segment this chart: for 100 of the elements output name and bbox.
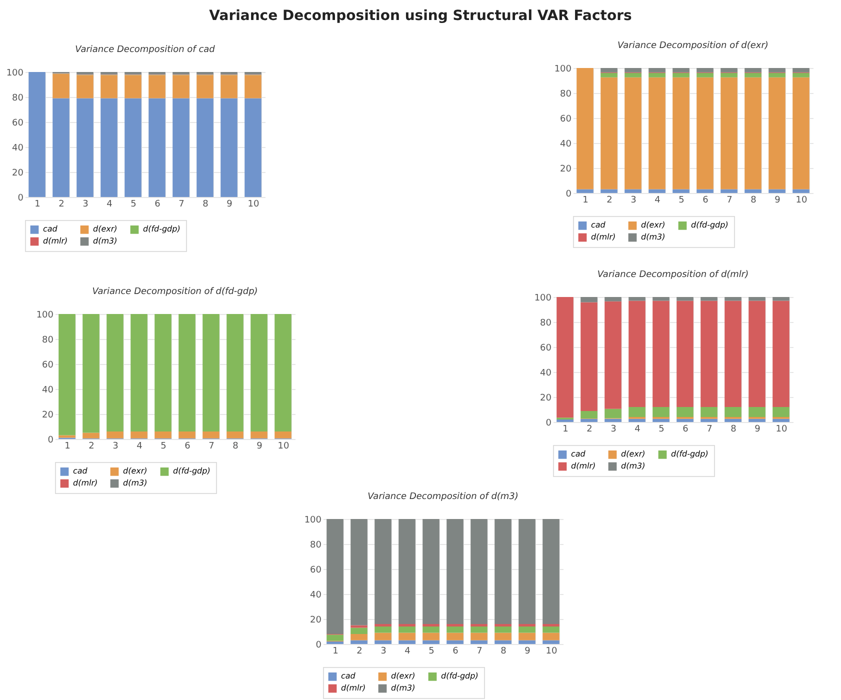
legend-label: d(fd-gdp) [173, 466, 210, 476]
x-tick-label: 9 [256, 442, 263, 452]
y-tick-label: 80 [560, 90, 572, 100]
y-tick-label: 100 [36, 310, 54, 320]
y-tick-label: 0 [48, 436, 54, 446]
y-tick-label: 20 [12, 168, 24, 178]
x-tick-label: 5 [678, 196, 684, 206]
x-tick-label: 5 [160, 442, 166, 452]
x-tick-label: 2 [88, 442, 94, 452]
x-tick-label: 10 [248, 200, 260, 210]
y-tick-label: 80 [310, 540, 322, 550]
chart-title: Variance Decomposition of d(m3) [368, 492, 518, 502]
y-tick-label: 20 [560, 164, 572, 174]
legend-label: d(m3) [621, 462, 646, 470]
y-tick-label: 0 [18, 194, 24, 204]
x-tick-label: 2 [58, 200, 64, 210]
x-tick-label: 3 [380, 646, 386, 656]
y-tick-label: 20 [540, 394, 552, 404]
x-tick-label: 9 [774, 196, 781, 206]
legend-label: d(fd-gdp) [671, 450, 708, 459]
x-tick-label: 1 [562, 424, 568, 434]
x-tick-label: 5 [130, 200, 136, 210]
y-tick-label: 40 [310, 590, 322, 600]
y-tick-label: 60 [540, 344, 552, 354]
x-tick-label: 10 [776, 424, 788, 434]
x-tick-label: 1 [332, 646, 338, 656]
x-tick-label: 8 [730, 424, 737, 434]
legend-label: d(exr) [123, 466, 148, 476]
x-tick-label: 2 [606, 196, 612, 206]
x-tick-label: 2 [356, 646, 362, 656]
legend-label: d(mlr) [341, 684, 366, 692]
y-tick-label: 40 [42, 386, 54, 396]
legend-label: d(fd-gdp) [691, 220, 728, 230]
x-tick-label: 1 [582, 196, 588, 206]
x-tick-label: 4 [634, 424, 641, 434]
x-tick-label: 1 [64, 442, 70, 452]
x-tick-label: 7 [706, 424, 712, 434]
legend-label: d(exr) [391, 672, 416, 681]
x-tick-label: 10 [796, 196, 808, 206]
x-tick-label: 7 [178, 200, 184, 210]
x-tick-label: 4 [136, 442, 143, 452]
y-tick-label: 0 [546, 418, 552, 428]
legend-label: cad [591, 220, 606, 230]
y-tick-label: 40 [560, 140, 572, 150]
y-tick-label: 80 [42, 336, 54, 346]
y-tick-label: 80 [12, 94, 24, 104]
text: Variance Decomposition using Structural VAR Factors [208, 8, 633, 24]
legend-label: d(exr) [93, 224, 118, 234]
legend-label: d(exr) [621, 450, 646, 459]
y-tick-label: 100 [6, 68, 24, 78]
y-tick-label: 60 [12, 118, 24, 128]
chart-title: Variance Decomposition of d(fd-gdp) [92, 287, 258, 297]
y-tick-label: 40 [540, 368, 552, 378]
x-tick-label: 3 [610, 424, 616, 434]
x-tick-label: 3 [82, 200, 88, 210]
legend-label: d(mlr) [73, 478, 98, 488]
y-tick-label: 100 [534, 294, 552, 304]
x-tick-label: 1 [34, 200, 40, 210]
x-tick-label: 6 [184, 442, 191, 452]
y-tick-label: 80 [540, 318, 552, 328]
legend-label: d(fd-gdp) [441, 672, 478, 681]
y-tick-label: 60 [560, 114, 572, 124]
legend-label: d(fd-gdp) [143, 224, 180, 234]
legend-label: d(mlr) [591, 232, 616, 242]
x-tick-label: 6 [702, 196, 709, 206]
x-tick-label: 8 [202, 200, 209, 210]
legend-label: cad [43, 224, 58, 234]
x-tick-label: 7 [476, 646, 482, 656]
x-tick-label: 3 [112, 442, 118, 452]
x-tick-label: 8 [232, 442, 239, 452]
y-tick-label: 20 [42, 410, 54, 420]
y-tick-label: 20 [310, 616, 322, 626]
x-tick-label: 3 [630, 196, 636, 206]
x-tick-label: 6 [154, 200, 161, 210]
x-tick-label: 8 [500, 646, 507, 656]
y-tick-label: 60 [310, 566, 322, 576]
chart-title: Variance Decomposition of d(exr) [618, 41, 768, 51]
legend-label: d(m3) [391, 684, 416, 692]
legend-label: d(exr) [641, 220, 666, 230]
x-tick-label: 7 [208, 442, 214, 452]
y-tick-label: 100 [554, 64, 572, 74]
legend-label: cad [341, 672, 356, 681]
x-tick-label: 4 [106, 200, 113, 210]
x-tick-label: 8 [750, 196, 757, 206]
y-tick-label: 60 [42, 360, 54, 370]
x-tick-label: 9 [524, 646, 531, 656]
y-tick-label: 0 [566, 190, 572, 200]
x-tick-label: 5 [658, 424, 664, 434]
legend-label: d(mlr) [571, 462, 596, 470]
legend-label: d(m3) [123, 478, 148, 488]
chart-title: Variance Decomposition of d(mlr) [597, 270, 749, 280]
y-tick-label: 100 [304, 516, 322, 526]
x-tick-label: 7 [726, 196, 732, 206]
legend-label: d(m3) [641, 232, 666, 242]
x-tick-label: 9 [754, 424, 761, 434]
x-tick-label: 10 [546, 646, 558, 656]
x-tick-label: 10 [278, 442, 290, 452]
x-tick-label: 6 [682, 424, 689, 434]
chart-title: Variance Decomposition of cad [75, 45, 216, 55]
legend-label: d(m3) [93, 236, 118, 246]
